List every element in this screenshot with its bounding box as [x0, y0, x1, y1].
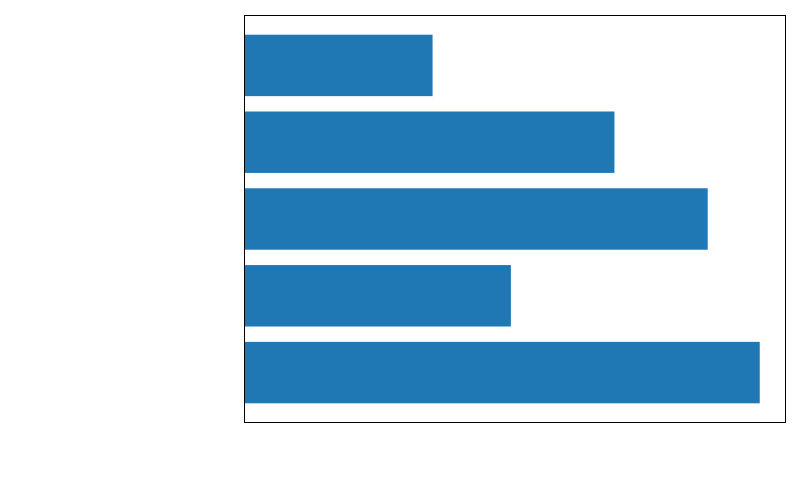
- bar-4: [244, 265, 511, 327]
- bar-3: [244, 188, 708, 250]
- bars-group: [244, 34, 760, 404]
- bar-1: [244, 34, 433, 97]
- bar-2: [244, 111, 615, 173]
- axes-frame: [244, 15, 786, 423]
- bar-5: [244, 341, 760, 404]
